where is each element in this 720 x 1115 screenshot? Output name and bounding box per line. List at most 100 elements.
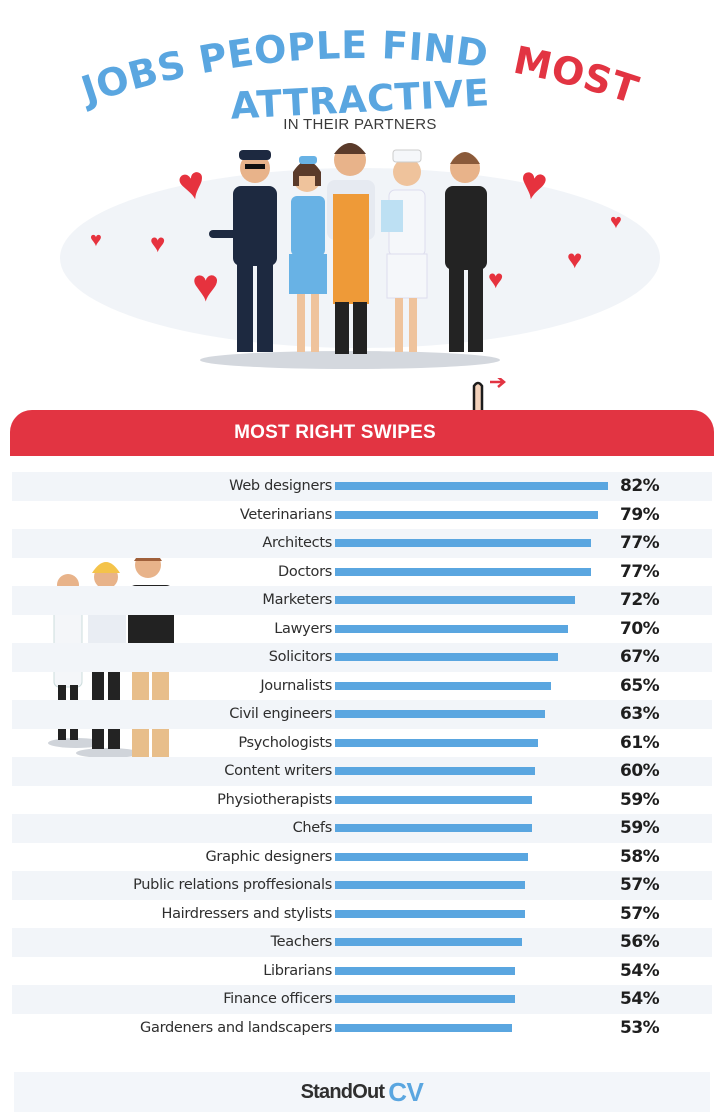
pilot-figure [209, 150, 277, 352]
nurse-figure [381, 149, 428, 352]
job-label: Veterinarians [239, 506, 332, 523]
job-label: Lawyers [274, 620, 332, 637]
job-label: Solicitors [268, 649, 333, 666]
value-bar [335, 1023, 512, 1032]
title-block: JOBS PEOPLE FIND MOST ATTRACTIVE IN THEI… [0, 0, 720, 140]
value-bar [335, 738, 538, 747]
title-arc: JOBS PEOPLE FIND MOST [70, 23, 650, 118]
table-row: Web designers 82% [12, 472, 712, 501]
percent-value: 77% [620, 533, 660, 554]
businessman-figure [445, 152, 487, 352]
percent-value: 67% [620, 647, 660, 668]
value-bar [335, 938, 522, 947]
table-row: Chefs 59% [12, 814, 712, 843]
percent-value: 54% [620, 960, 660, 981]
section-banner: MOST RIGHT SWIPES [10, 410, 714, 456]
percent-value: 59% [620, 789, 660, 810]
value-bar [335, 852, 528, 861]
logo-accent: CV [388, 1076, 424, 1107]
job-label: Content writers [224, 763, 332, 780]
heart-icon: ♥ [90, 229, 102, 251]
job-label: Doctors [278, 563, 332, 580]
heart-icon: ♥ [192, 259, 220, 311]
job-label: Chefs [292, 820, 333, 837]
value-bar [335, 909, 525, 918]
value-bar [335, 881, 525, 890]
percent-value: 54% [620, 989, 660, 1010]
percent-value: 61% [620, 732, 660, 753]
job-label: Public relations proffesionals [133, 877, 332, 894]
job-label: Web designers [229, 478, 332, 495]
value-bar [335, 482, 608, 491]
value-bar [335, 995, 515, 1004]
job-label: Finance officers [223, 991, 332, 1008]
table-row: Librarians 54% [12, 957, 712, 986]
percent-value: 60% [620, 761, 660, 782]
job-label: Journalists [260, 677, 332, 694]
value-bar [335, 824, 532, 833]
chef-figure [327, 143, 375, 354]
value-bar [335, 539, 591, 548]
subtitle: IN THEIR PARTNERS [283, 116, 437, 133]
percent-value: 63% [620, 704, 660, 725]
table-row: Content writers 60% [12, 757, 712, 786]
value-bar [335, 966, 515, 975]
value-bar [335, 681, 551, 690]
percent-value: 72% [620, 590, 660, 611]
percent-value: 77% [620, 561, 660, 582]
hero-illustration: ♥ ♥ ♥ ♥ ♥ ♥ ♥ ♥ [0, 138, 720, 378]
percent-value: 58% [620, 846, 660, 867]
job-label: Physiotherapists [217, 791, 332, 808]
table-row: Gardeners and landscapers 53% [12, 1014, 712, 1043]
percent-value: 82% [620, 476, 660, 497]
heart-icon: ♥ [567, 244, 583, 274]
value-bar [335, 710, 545, 719]
value-bar [335, 653, 558, 662]
job-label: Graphic designers [205, 848, 332, 865]
table-row: Veterinarians 79% [12, 501, 712, 530]
percent-value: 53% [620, 1017, 660, 1038]
heart-icon: ♥ [150, 228, 166, 258]
table-row: Journalists 65% [12, 672, 712, 701]
professionals-group-icon [200, 143, 500, 369]
table-row: Teachers 56% [12, 928, 712, 957]
heart-icon: ♥ [488, 264, 504, 294]
table-row: Marketers 72% [12, 586, 712, 615]
job-label: Civil engineers [229, 706, 332, 723]
job-label: Marketers [262, 592, 332, 609]
table-row: Hairdressers and stylists 57% [12, 900, 712, 929]
table-row: Physiotherapists 59% [12, 786, 712, 815]
heart-icon: ♥ [610, 211, 622, 233]
value-bar [335, 795, 532, 804]
title-arc-svg: JOBS PEOPLE FIND MOST [73, 23, 643, 113]
percent-value: 57% [620, 903, 660, 924]
job-label: Architects [262, 535, 332, 552]
percent-value: 65% [620, 675, 660, 696]
table-row: Psychologists 61% [12, 729, 712, 758]
value-bar [335, 596, 575, 605]
percent-value: 59% [620, 818, 660, 839]
table-row: Finance officers 54% [12, 985, 712, 1014]
logo-text: StandOut [300, 1080, 385, 1103]
table-row: Doctors 77% [12, 558, 712, 587]
job-label: Librarians [263, 962, 332, 979]
percent-value: 56% [620, 932, 660, 953]
banner-label: MOST RIGHT SWIPES [234, 422, 436, 443]
percent-value: 70% [620, 618, 660, 639]
value-bar [335, 510, 598, 519]
job-label: Gardeners and landscapers [140, 1019, 332, 1036]
table-row: Public relations proffesionals 57% [12, 871, 712, 900]
job-label: Teachers [270, 934, 333, 951]
value-bar [335, 624, 568, 633]
flight-attendant-figure [289, 156, 327, 352]
ranking-list: Web designers 82% Veterinarians 79% Arch… [12, 472, 712, 1042]
table-row: Civil engineers 63% [12, 700, 712, 729]
table-row: Lawyers 70% [12, 615, 712, 644]
job-label: Psychologists [238, 734, 332, 751]
table-row: Architects 77% [12, 529, 712, 558]
table-row: Graphic designers 58% [12, 843, 712, 872]
percent-value: 79% [620, 504, 660, 525]
table-row: Solicitors 67% [12, 643, 712, 672]
footer-logo-bar: StandOut CV [14, 1072, 710, 1112]
job-label: Hairdressers and stylists [161, 905, 332, 922]
